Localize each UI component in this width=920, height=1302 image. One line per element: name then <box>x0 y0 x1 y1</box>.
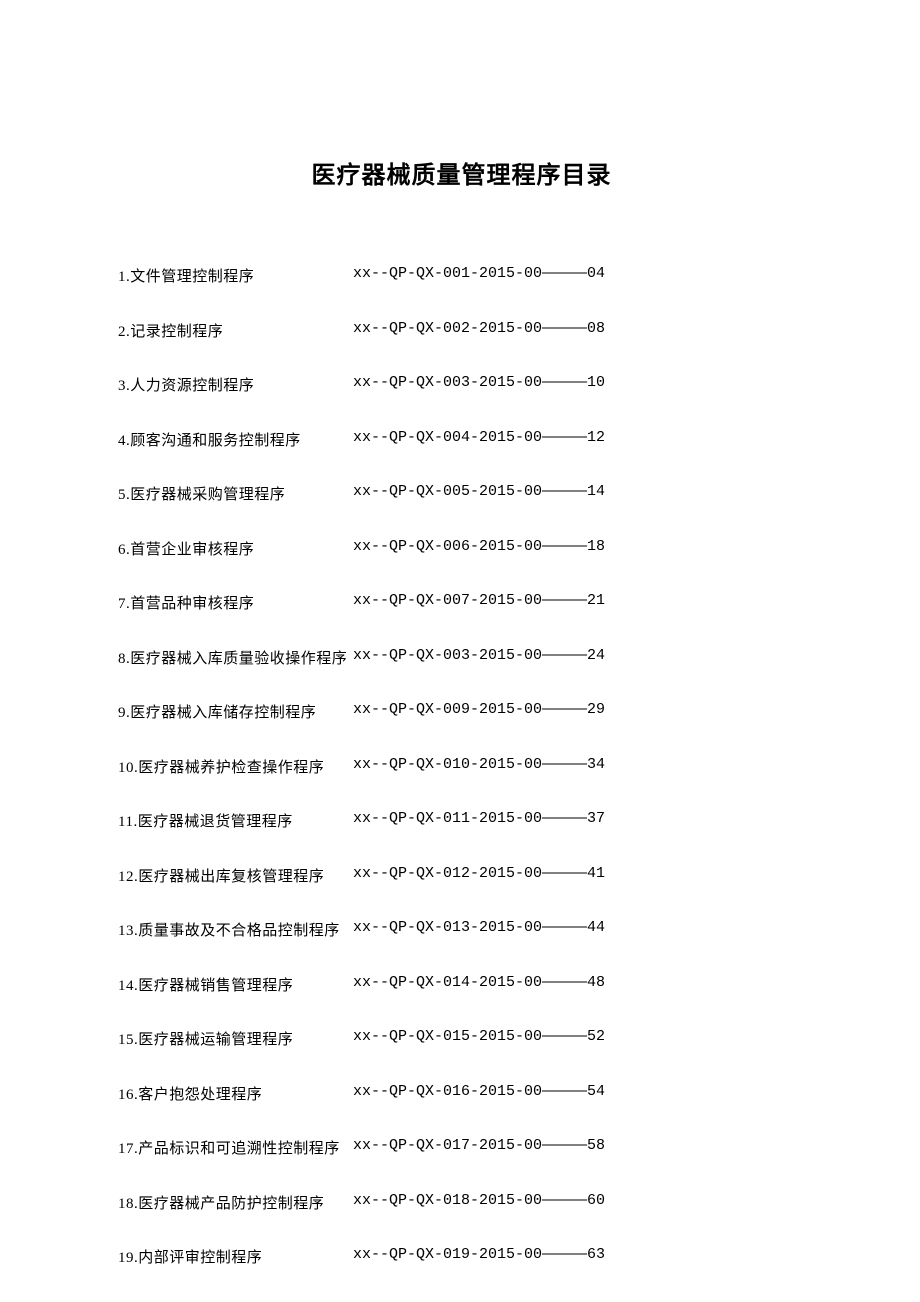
toc-row: 7.首营品种审核程序 xx--QP-QX-007-2015-00—————21 <box>118 592 805 613</box>
toc-row: 5.医疗器械采购管理程序 xx--QP-QX-005-2015-00—————1… <box>118 483 805 504</box>
toc-row: 4.顾客沟通和服务控制程序 xx--QP-QX-004-2015-00—————… <box>118 429 805 450</box>
toc-label: 7.首营品种审核程序 <box>118 592 353 613</box>
toc-label: 19.内部评审控制程序 <box>118 1246 353 1267</box>
toc-row: 11.医疗器械退货管理程序 xx--QP-QX-011-2015-00—————… <box>118 810 805 831</box>
toc-code: xx--QP-QX-016-2015-00—————54 <box>353 1083 805 1104</box>
toc-row: 3.人力资源控制程序 xx--QP-QX-003-2015-00—————10 <box>118 374 805 395</box>
toc-label: 12.医疗器械出库复核管理程序 <box>118 865 353 886</box>
toc-label: 5.医疗器械采购管理程序 <box>118 483 353 504</box>
toc-row: 19.内部评审控制程序 xx--QP-QX-019-2015-00—————63 <box>118 1246 805 1267</box>
toc-code: xx--QP-QX-003-2015-00—————24 <box>353 647 805 668</box>
toc-code: xx--QP-QX-018-2015-00—————60 <box>353 1192 805 1213</box>
toc-label: 14.医疗器械销售管理程序 <box>118 974 353 995</box>
document-page: 医疗器械质量管理程序目录 1.文件管理控制程序 xx--QP-QX-001-20… <box>0 0 920 1267</box>
toc-code: xx--QP-QX-015-2015-00—————52 <box>353 1028 805 1049</box>
toc-label: 2.记录控制程序 <box>118 320 353 341</box>
toc-row: 18.医疗器械产品防护控制程序 xx--QP-QX-018-2015-00———… <box>118 1192 805 1213</box>
toc-code: xx--QP-QX-017-2015-00—————58 <box>353 1137 805 1158</box>
toc-code: xx--QP-QX-009-2015-00—————29 <box>353 701 805 722</box>
toc-label: 15.医疗器械运输管理程序 <box>118 1028 353 1049</box>
toc-code: xx--QP-QX-013-2015-00—————44 <box>353 919 805 940</box>
toc-code: xx--QP-QX-012-2015-00—————41 <box>353 865 805 886</box>
toc-row: 6.首营企业审核程序 xx--QP-QX-006-2015-00—————18 <box>118 538 805 559</box>
toc-row: 12.医疗器械出库复核管理程序 xx--QP-QX-012-2015-00———… <box>118 865 805 886</box>
toc-row: 13.质量事故及不合格品控制程序 xx--QP-QX-013-2015-00——… <box>118 919 805 940</box>
toc-label: 11.医疗器械退货管理程序 <box>118 810 353 831</box>
toc-code: xx--QP-QX-007-2015-00—————21 <box>353 592 805 613</box>
toc-row: 8.医疗器械入库质量验收操作程序 xx--QP-QX-003-2015-00——… <box>118 647 805 668</box>
toc-label: 18.医疗器械产品防护控制程序 <box>118 1192 353 1213</box>
toc-label: 3.人力资源控制程序 <box>118 374 353 395</box>
toc-label: 13.质量事故及不合格品控制程序 <box>118 919 353 940</box>
toc-label: 10.医疗器械养护检查操作程序 <box>118 756 353 777</box>
toc-row: 17.产品标识和可追溯性控制程序 xx--QP-QX-017-2015-00——… <box>118 1137 805 1158</box>
toc-row: 15.医疗器械运输管理程序 xx--QP-QX-015-2015-00—————… <box>118 1028 805 1049</box>
toc-code: xx--QP-QX-003-2015-00—————10 <box>353 374 805 395</box>
toc-label: 17.产品标识和可追溯性控制程序 <box>118 1137 353 1158</box>
toc-label: 6.首营企业审核程序 <box>118 538 353 559</box>
toc-code: xx--QP-QX-002-2015-00—————08 <box>353 320 805 341</box>
toc-label: 9.医疗器械入库储存控制程序 <box>118 701 353 722</box>
toc-row: 16.客户抱怨处理程序 xx--QP-QX-016-2015-00—————54 <box>118 1083 805 1104</box>
toc-row: 1.文件管理控制程序 xx--QP-QX-001-2015-00—————04 <box>118 265 805 286</box>
toc-code: xx--QP-QX-010-2015-00—————34 <box>353 756 805 777</box>
toc-code: xx--QP-QX-001-2015-00—————04 <box>353 265 805 286</box>
toc-label: 4.顾客沟通和服务控制程序 <box>118 429 353 450</box>
toc-code: xx--QP-QX-014-2015-00—————48 <box>353 974 805 995</box>
toc-label: 8.医疗器械入库质量验收操作程序 <box>118 647 353 668</box>
toc-code: xx--QP-QX-006-2015-00—————18 <box>353 538 805 559</box>
toc-label: 1.文件管理控制程序 <box>118 265 353 286</box>
toc-list: 1.文件管理控制程序 xx--QP-QX-001-2015-00—————04 … <box>118 265 805 1267</box>
toc-row: 9.医疗器械入库储存控制程序 xx--QP-QX-009-2015-00————… <box>118 701 805 722</box>
toc-code: xx--QP-QX-011-2015-00—————37 <box>353 810 805 831</box>
toc-label: 16.客户抱怨处理程序 <box>118 1083 353 1104</box>
page-title: 医疗器械质量管理程序目录 <box>118 155 805 190</box>
toc-code: xx--QP-QX-019-2015-00—————63 <box>353 1246 805 1267</box>
toc-row: 10.医疗器械养护检查操作程序 xx--QP-QX-010-2015-00———… <box>118 756 805 777</box>
toc-code: xx--QP-QX-004-2015-00—————12 <box>353 429 805 450</box>
toc-row: 2.记录控制程序 xx--QP-QX-002-2015-00—————08 <box>118 320 805 341</box>
toc-row: 14.医疗器械销售管理程序 xx--QP-QX-014-2015-00—————… <box>118 974 805 995</box>
toc-code: xx--QP-QX-005-2015-00—————14 <box>353 483 805 504</box>
